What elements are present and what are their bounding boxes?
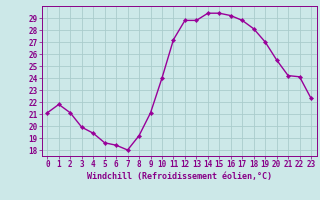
X-axis label: Windchill (Refroidissement éolien,°C): Windchill (Refroidissement éolien,°C) bbox=[87, 172, 272, 181]
